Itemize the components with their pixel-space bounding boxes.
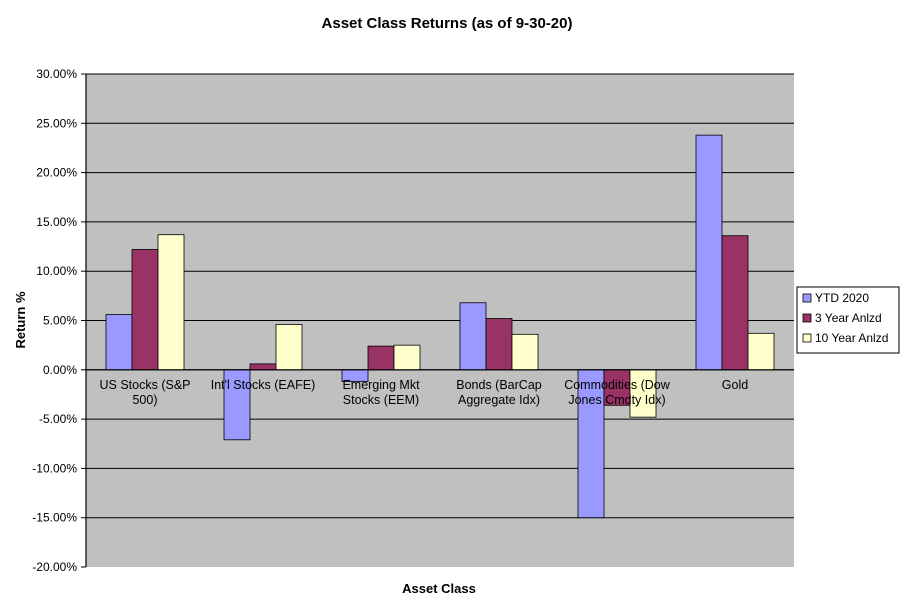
y-axis-title: Return % — [13, 291, 28, 349]
legend-box — [796, 286, 900, 354]
bar — [275, 324, 303, 371]
bar — [367, 345, 395, 371]
gridlines — [86, 73, 794, 519]
x-axis-title: Asset Class — [402, 581, 476, 596]
y-tick-label: 25.00% — [36, 116, 77, 130]
x-category-labels: US Stocks (S&P 500) Int'l Stocks (EAFE) Eme… — [100, 378, 749, 407]
bar — [485, 318, 513, 371]
bar — [511, 333, 539, 371]
bar — [747, 332, 775, 371]
y-tick-label: 10.00% — [36, 264, 77, 278]
bar — [629, 369, 657, 418]
legend-swatch — [802, 293, 812, 303]
y-tick-label: 20.00% — [36, 166, 77, 180]
x-category-label: Bonds (BarCap Aggregate Idx) — [456, 378, 542, 407]
y-tick-label: -15.00% — [32, 511, 77, 525]
legend-label: 10 Year Anlzd — [815, 331, 888, 345]
bar — [105, 314, 133, 371]
bar — [459, 302, 487, 371]
y-tick-label: -5.00% — [39, 412, 77, 426]
bar — [393, 344, 421, 371]
bar — [131, 249, 159, 371]
y-tick-label: 0.00% — [43, 363, 77, 377]
y-tick-label: 15.00% — [36, 215, 77, 229]
bar — [249, 363, 277, 371]
legend-swatch — [802, 333, 812, 343]
bars — [105, 134, 775, 519]
y-tick-labels: -20.00% -15.00% -10.00% -5.00% 0.00% 5.00% 10.… — [32, 67, 77, 574]
y-tick-label: 5.00% — [43, 314, 77, 328]
y-tick-label: 30.00% — [36, 67, 77, 81]
x-category-label: Int'l Stocks (EAFE) — [211, 378, 316, 392]
bar — [223, 369, 251, 441]
x-category-label: Commodities (Dow Jones Cmdty Idx) — [564, 378, 671, 407]
legend-label: 3 Year Anlzd — [815, 311, 882, 325]
axes — [81, 73, 794, 568]
y-tick-label: -20.00% — [32, 560, 77, 574]
legend-swatch — [802, 313, 812, 323]
x-category-label: US Stocks (S&P 500) — [100, 378, 191, 407]
bar — [577, 369, 605, 519]
bar — [157, 234, 185, 371]
chart-title: Asset Class Returns (as of 9-30-20) — [322, 15, 573, 32]
y-tick-label: -10.00% — [32, 461, 77, 475]
x-category-label: Gold — [722, 378, 748, 392]
legend-label: YTD 2020 — [815, 291, 869, 305]
legend: YTD 2020 3 Year Anlzd 10 Year Anlzd — [796, 286, 900, 354]
x-category-label: Emerging Mkt Stocks (EEM) — [342, 378, 420, 407]
bar — [721, 235, 749, 371]
bar — [695, 134, 723, 371]
